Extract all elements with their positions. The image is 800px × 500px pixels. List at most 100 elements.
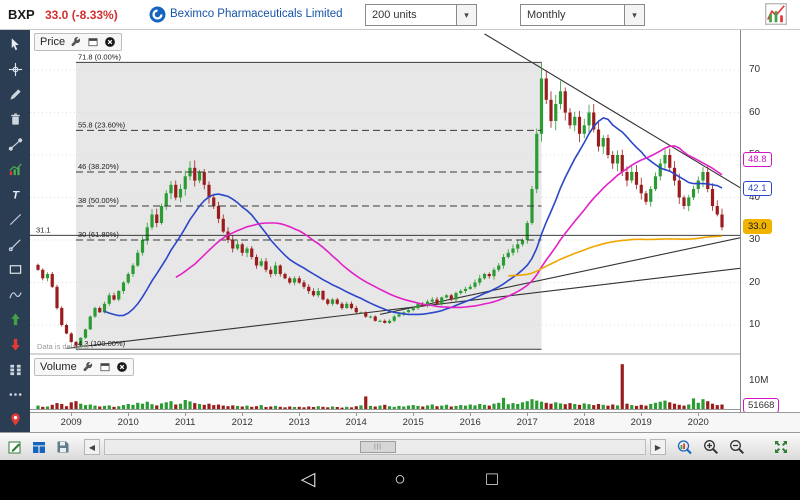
x-axis-tick [698, 413, 700, 416]
volume-axis-tick: 10M [749, 375, 769, 386]
zoom-in-button[interactable] [702, 438, 720, 456]
zoom-out-button[interactable] [728, 438, 746, 456]
curve-tool[interactable] [3, 282, 28, 307]
price-badge: 48.8 [743, 152, 772, 168]
trendline-icon [8, 137, 23, 152]
areachart-icon [8, 162, 23, 177]
x-axis-year-label: 2018 [573, 417, 595, 428]
x-axis-tick [413, 413, 415, 416]
svg-text:T: T [12, 190, 20, 202]
svg-text:30 (61.80%): 30 (61.80%) [78, 230, 119, 239]
line-tool[interactable] [3, 207, 28, 232]
pen-icon [8, 87, 23, 102]
x-axis-tick [299, 413, 301, 416]
x-axis-year-label: 2019 [630, 417, 652, 428]
draw-button[interactable] [6, 438, 24, 456]
close-icon [104, 36, 116, 48]
line-icon [8, 212, 23, 227]
close-icon [116, 361, 128, 373]
price-axis-tick: 60 [749, 106, 761, 118]
window-icon [99, 361, 111, 373]
crosshair-icon [8, 62, 23, 77]
zoom-in-icon [703, 439, 719, 455]
volume-settings-button[interactable] [82, 361, 94, 373]
x-axis-year-label: 2020 [687, 417, 709, 428]
ray-tool[interactable] [3, 232, 28, 257]
price-axis-tick: 20 [749, 276, 761, 288]
recents-button[interactable]: □ [486, 469, 498, 490]
crosshair-tool[interactable] [3, 57, 28, 82]
save-button[interactable] [54, 438, 72, 456]
price-axis-tick: 70 [749, 64, 761, 75]
zoom-fit-button[interactable] [676, 438, 694, 456]
x-axis-year-label: 2016 [459, 417, 481, 428]
x-axis-year-label: 2012 [231, 417, 253, 428]
price-settings-button[interactable] [70, 36, 82, 48]
chevron-down-icon[interactable]: ▾ [456, 5, 476, 25]
pointer-tool[interactable] [3, 32, 28, 57]
volume-popout-button[interactable] [99, 361, 111, 373]
time-axis: 2009 2010 2011 2012 2013 2014 2015 2016 2017 2018… [30, 412, 800, 432]
x-axis-year-label: 2013 [288, 417, 310, 428]
price-chart[interactable]: 71.8 (0.00%) 55.8 (23.60%) 46 (38.20%) 38 (… [30, 30, 740, 353]
panel-divider [30, 353, 800, 355]
svg-text:71.8 (0.00%): 71.8 (0.00%) [78, 52, 121, 61]
arrow-up-tool[interactable] [3, 307, 28, 332]
wrench-icon [70, 36, 82, 48]
svg-text:Data is delayed: Data is delayed [37, 342, 89, 351]
chart-type-tool[interactable] [3, 157, 28, 182]
x-axis-year-label: 2009 [60, 417, 82, 428]
company-name: Beximco Pharmaceuticals Limited [170, 8, 343, 20]
scrollbar-thumb[interactable]: ||| [360, 441, 396, 453]
wrench-icon [82, 361, 94, 373]
arrow-down-tool[interactable] [3, 332, 28, 357]
price-change: 33.0 (-8.33%) [45, 8, 118, 22]
price-axis-tick: 10 [749, 319, 761, 330]
price-panel-header: Price [34, 33, 123, 51]
fullscreen-button[interactable] [772, 438, 790, 456]
x-axis-year-label: 2017 [516, 417, 538, 428]
window-icon [87, 36, 99, 48]
rectangle-tool[interactable] [3, 257, 28, 282]
price-badge: 42.1 [743, 180, 772, 196]
x-axis-tick [584, 413, 586, 416]
volume-close-button[interactable] [116, 361, 128, 373]
chevron-down-icon[interactable]: ▾ [624, 5, 644, 25]
price-axis-tick: 30 [749, 234, 761, 245]
trash-icon [8, 112, 23, 127]
x-axis-year-label: 2010 [117, 417, 139, 428]
x-axis-tick [128, 413, 130, 416]
grid-tool[interactable] [3, 357, 28, 382]
svg-text:46 (38.20%): 46 (38.20%) [78, 162, 119, 171]
pen-tool[interactable] [3, 82, 28, 107]
layout-button[interactable] [30, 438, 48, 456]
delete-tool[interactable] [3, 107, 28, 132]
arrow-down-icon [8, 337, 23, 352]
scroll-left-button[interactable]: ◀ [84, 439, 100, 455]
scroll-right-button[interactable]: ▶ [650, 439, 666, 455]
x-axis-tick [641, 413, 643, 416]
period-dropdown[interactable]: Monthly ▾ [520, 4, 645, 26]
zoom-out-icon [729, 439, 745, 455]
price-popout-button[interactable] [87, 36, 99, 48]
price-axis-tick: 40 [749, 191, 761, 203]
text-tool[interactable]: T [3, 182, 28, 207]
price-close-button[interactable] [104, 36, 116, 48]
svg-text:38 (50.00%): 38 (50.00%) [78, 196, 119, 205]
trendline-tool[interactable] [3, 132, 28, 157]
more-tools[interactable] [3, 382, 28, 407]
pin-tool[interactable] [3, 407, 28, 432]
x-axis-year-label: 2014 [345, 417, 367, 428]
svg-text:31.1: 31.1 [36, 225, 51, 234]
units-dropdown[interactable]: 200 units ▾ [365, 4, 477, 26]
volume-chart[interactable] [30, 355, 740, 412]
chart-style-button[interactable] [762, 3, 792, 27]
period-dropdown-value: Monthly [527, 9, 566, 21]
home-button[interactable]: ○ [394, 469, 406, 490]
chart-region: 71.8 (0.00%) 55.8 (23.60%) 46 (38.20%) 38 (… [30, 30, 800, 432]
back-button[interactable]: ◁ [300, 469, 316, 490]
chart-scrollbar[interactable]: ||| [104, 439, 646, 455]
topbar: BXP 33.0 (-8.33%) Beximco Pharmaceutical… [0, 0, 800, 30]
